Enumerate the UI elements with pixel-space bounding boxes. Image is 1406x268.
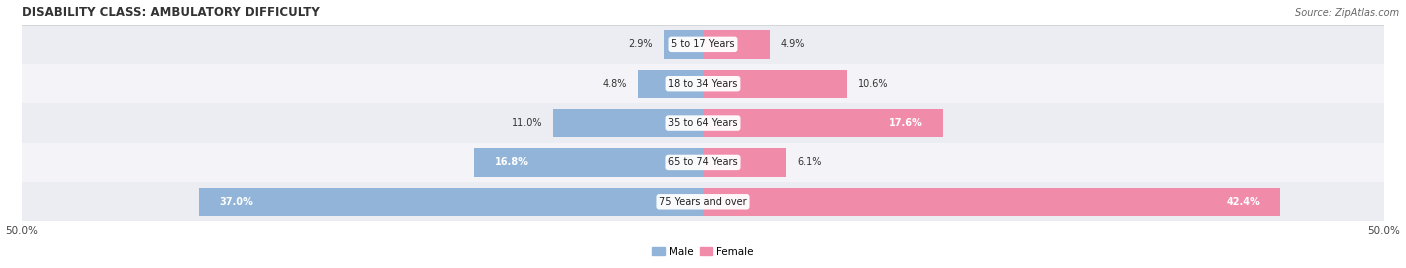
Legend: Male, Female: Male, Female [648,242,758,261]
Bar [474,148,703,177]
Bar [553,109,703,137]
Text: 18 to 34 Years: 18 to 34 Years [668,79,738,89]
Text: 42.4%: 42.4% [1226,197,1260,207]
Text: 75 Years and over: 75 Years and over [659,197,747,207]
Bar [22,103,1384,143]
Text: 17.6%: 17.6% [889,118,922,128]
Text: 6.1%: 6.1% [797,157,821,168]
Text: 65 to 74 Years: 65 to 74 Years [668,157,738,168]
Bar [703,30,769,58]
Bar [703,69,848,98]
Bar [638,69,703,98]
Text: Source: ZipAtlas.com: Source: ZipAtlas.com [1295,8,1399,18]
Text: 16.8%: 16.8% [495,157,529,168]
Bar [22,25,1384,64]
Bar [703,148,786,177]
Text: 10.6%: 10.6% [858,79,889,89]
Bar [22,64,1384,103]
Text: 35 to 64 Years: 35 to 64 Years [668,118,738,128]
Bar [664,30,703,58]
Text: 4.8%: 4.8% [602,79,627,89]
Text: 11.0%: 11.0% [512,118,543,128]
Bar [703,109,942,137]
Text: DISABILITY CLASS: AMBULATORY DIFFICULTY: DISABILITY CLASS: AMBULATORY DIFFICULTY [22,6,319,18]
Bar [22,143,1384,182]
Bar [22,182,1384,221]
Text: 37.0%: 37.0% [219,197,253,207]
Text: 2.9%: 2.9% [628,39,652,49]
Bar [200,188,703,216]
Text: 5 to 17 Years: 5 to 17 Years [671,39,735,49]
Bar [703,188,1281,216]
Text: 4.9%: 4.9% [780,39,806,49]
